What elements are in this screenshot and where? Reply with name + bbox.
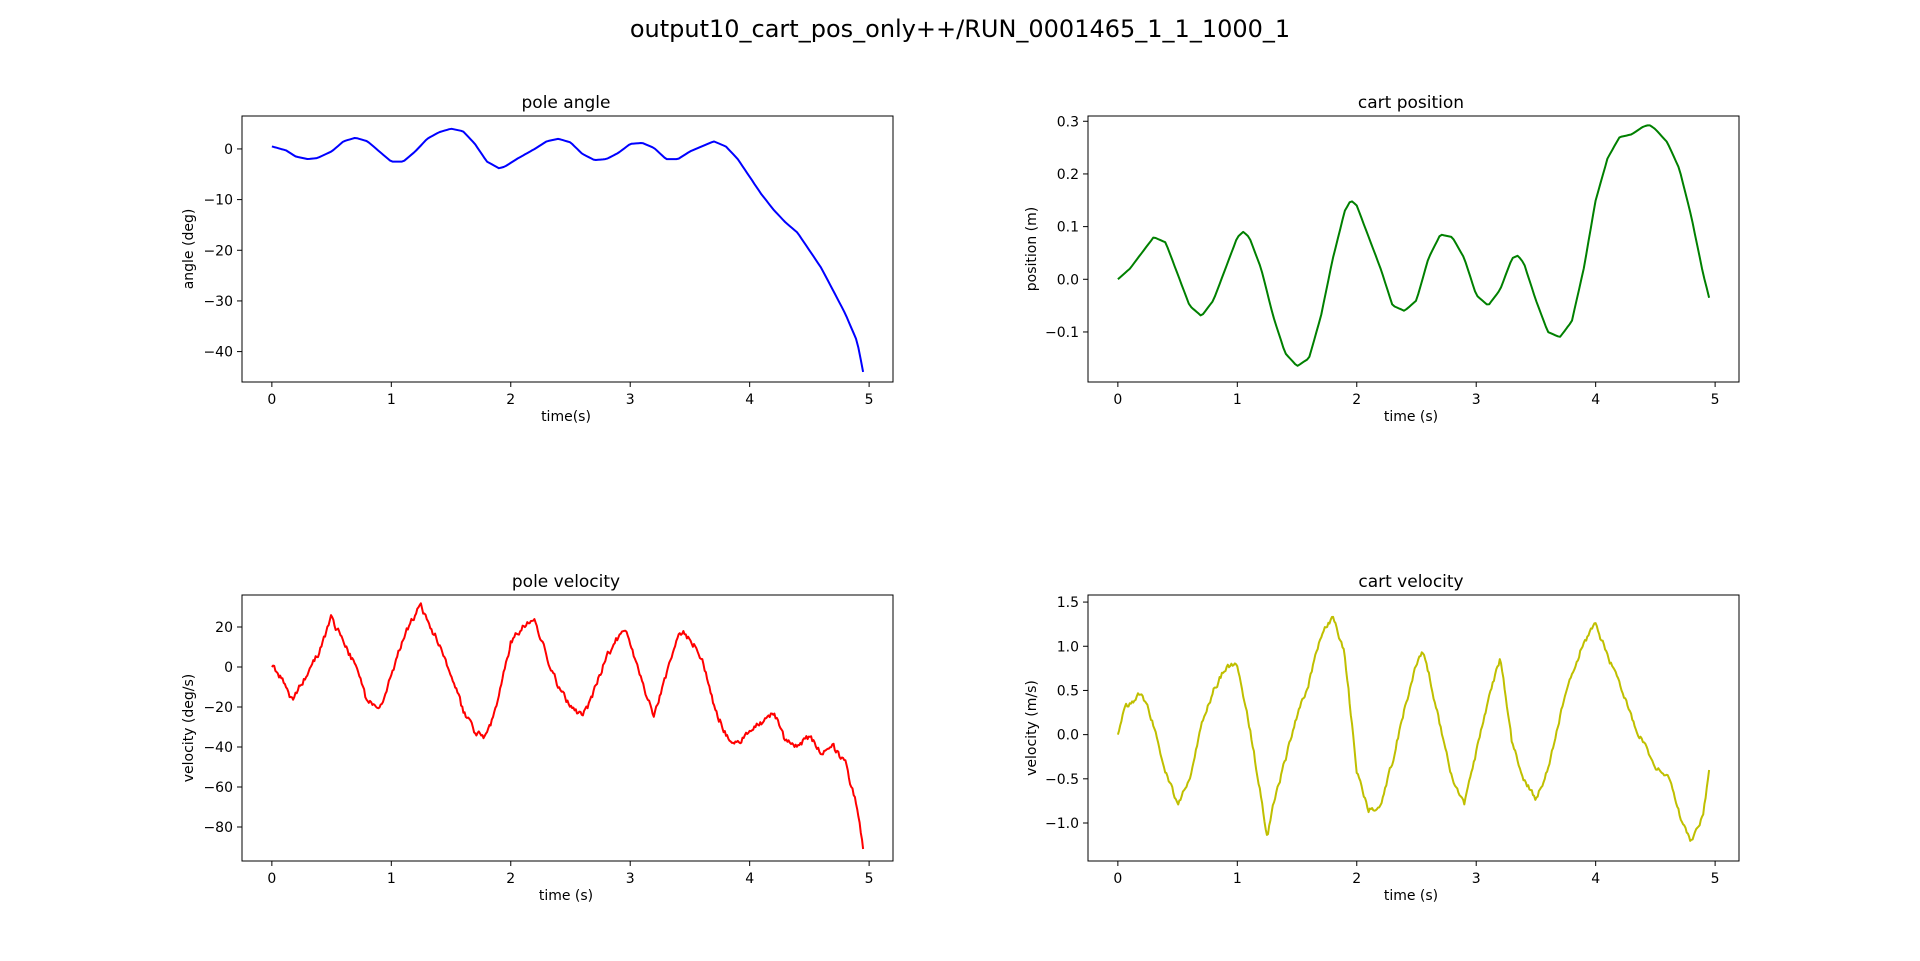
pole-angle-title: pole angle <box>522 93 611 113</box>
pole-velocity-panel: pole velocity time (s) velocity (deg/s) … <box>181 572 894 904</box>
pole-angle-series-line <box>271 127 865 373</box>
pole-velocity-xtick-label: 1 <box>387 871 396 887</box>
pole-velocity-xtick-label: 2 <box>506 871 515 887</box>
pole-angle-xtick-label: 2 <box>506 392 515 408</box>
pole-angle-panel: pole angle time(s) angle (deg) 0 1 2 3 4 5 0 −1… <box>181 93 894 425</box>
pole-velocity-ytick-label: 0 <box>224 660 233 676</box>
cart-velocity-ytick-label: 0.5 <box>1057 683 1079 699</box>
cart-velocity-xtick-label: 4 <box>1591 871 1600 887</box>
cart-position-xlabel: time (s) <box>1384 409 1438 425</box>
cart-velocity-xtick-label: 1 <box>1233 871 1242 887</box>
pole-angle-xtick-label: 1 <box>387 392 396 408</box>
pole-angle-ytick-label: −30 <box>203 294 233 310</box>
cart-velocity-series-line <box>1116 615 1711 842</box>
pole-velocity-xtick-label: 5 <box>865 871 874 887</box>
cart-position-xtick-label: 1 <box>1233 392 1242 408</box>
pole-angle-ytick-label: 0 <box>224 142 233 158</box>
cart-velocity-axes-frame <box>1087 594 1740 862</box>
cart-position-panel: cart position time (s) position (m) 0 1 2 3… <box>1024 93 1740 425</box>
cart-velocity-xtick-label: 0 <box>1113 871 1122 887</box>
pole-angle-xtick-label: 4 <box>745 392 754 408</box>
cart-velocity-xtick-label: 2 <box>1352 871 1361 887</box>
pole-velocity-series-line <box>271 602 865 850</box>
cart-velocity-ytick-label: −0.5 <box>1045 772 1079 788</box>
cart-position-xtick-label: 0 <box>1113 392 1122 408</box>
pole-velocity-title: pole velocity <box>512 572 620 592</box>
pole-angle-xlabel: time(s) <box>541 409 591 425</box>
cart-position-xtick-label: 2 <box>1352 392 1361 408</box>
pole-velocity-ytick-label: −60 <box>203 780 233 796</box>
pole-velocity-xtick-label: 3 <box>626 871 635 887</box>
pole-angle-xtick-label: 3 <box>626 392 635 408</box>
pole-velocity-ytick-label: −80 <box>203 820 233 836</box>
cart-position-ytick-label: 0.2 <box>1057 167 1079 183</box>
pole-angle-ylabel: angle (deg) <box>181 209 197 290</box>
pole-angle-xtick-label: 5 <box>865 392 874 408</box>
cart-velocity-panel: cart velocity time (s) velocity (m/s) 0 1… <box>1024 572 1740 904</box>
cart-velocity-xlabel: time (s) <box>1384 888 1438 904</box>
cart-velocity-ytick-label: −1.0 <box>1045 816 1079 832</box>
cart-position-xtick-label: 5 <box>1711 392 1720 408</box>
cart-velocity-xtick-label: 3 <box>1472 871 1481 887</box>
pole-angle-ytick-label: −20 <box>203 243 233 259</box>
pole-velocity-xtick-label: 0 <box>267 871 276 887</box>
cart-position-ytick-label: 0.3 <box>1057 114 1079 130</box>
pole-velocity-xlabel: time (s) <box>539 888 593 904</box>
pole-velocity-ylabel: velocity (deg/s) <box>181 674 197 783</box>
figure-title: output10_cart_pos_only++/RUN_0001465_1_1… <box>630 15 1290 43</box>
cart-velocity-ytick-label: 1.0 <box>1057 639 1079 655</box>
cart-position-ylabel: position (m) <box>1024 207 1040 291</box>
cart-position-ytick-label: 0.1 <box>1057 220 1079 236</box>
pole-angle-ytick-label: −10 <box>203 193 233 209</box>
cart-velocity-title: cart velocity <box>1358 572 1463 592</box>
pole-angle-ytick-label: −40 <box>203 345 233 361</box>
pole-angle-xtick-label: 0 <box>267 392 276 408</box>
pole-angle-axes-frame <box>241 115 894 383</box>
cart-position-axes-frame <box>1087 115 1740 383</box>
cart-position-ytick-label: 0.0 <box>1057 272 1079 288</box>
cart-velocity-ylabel: velocity (m/s) <box>1024 680 1040 776</box>
pole-velocity-xtick-label: 4 <box>745 871 754 887</box>
cart-velocity-ytick-label: 0.0 <box>1057 728 1079 744</box>
cart-position-ytick-label: −0.1 <box>1045 325 1079 341</box>
cart-position-xtick-label: 4 <box>1591 392 1600 408</box>
cart-velocity-xtick-label: 5 <box>1711 871 1720 887</box>
pole-velocity-ytick-label: −40 <box>203 740 233 756</box>
pole-velocity-ytick-label: −20 <box>203 700 233 716</box>
cart-position-series-line <box>1117 124 1711 367</box>
cart-velocity-ytick-label: 1.5 <box>1057 595 1079 611</box>
cart-position-xtick-label: 3 <box>1472 392 1481 408</box>
pole-velocity-axes-frame <box>241 594 894 862</box>
pole-velocity-ytick-label: 20 <box>215 620 233 636</box>
cart-position-title: cart position <box>1358 93 1464 113</box>
